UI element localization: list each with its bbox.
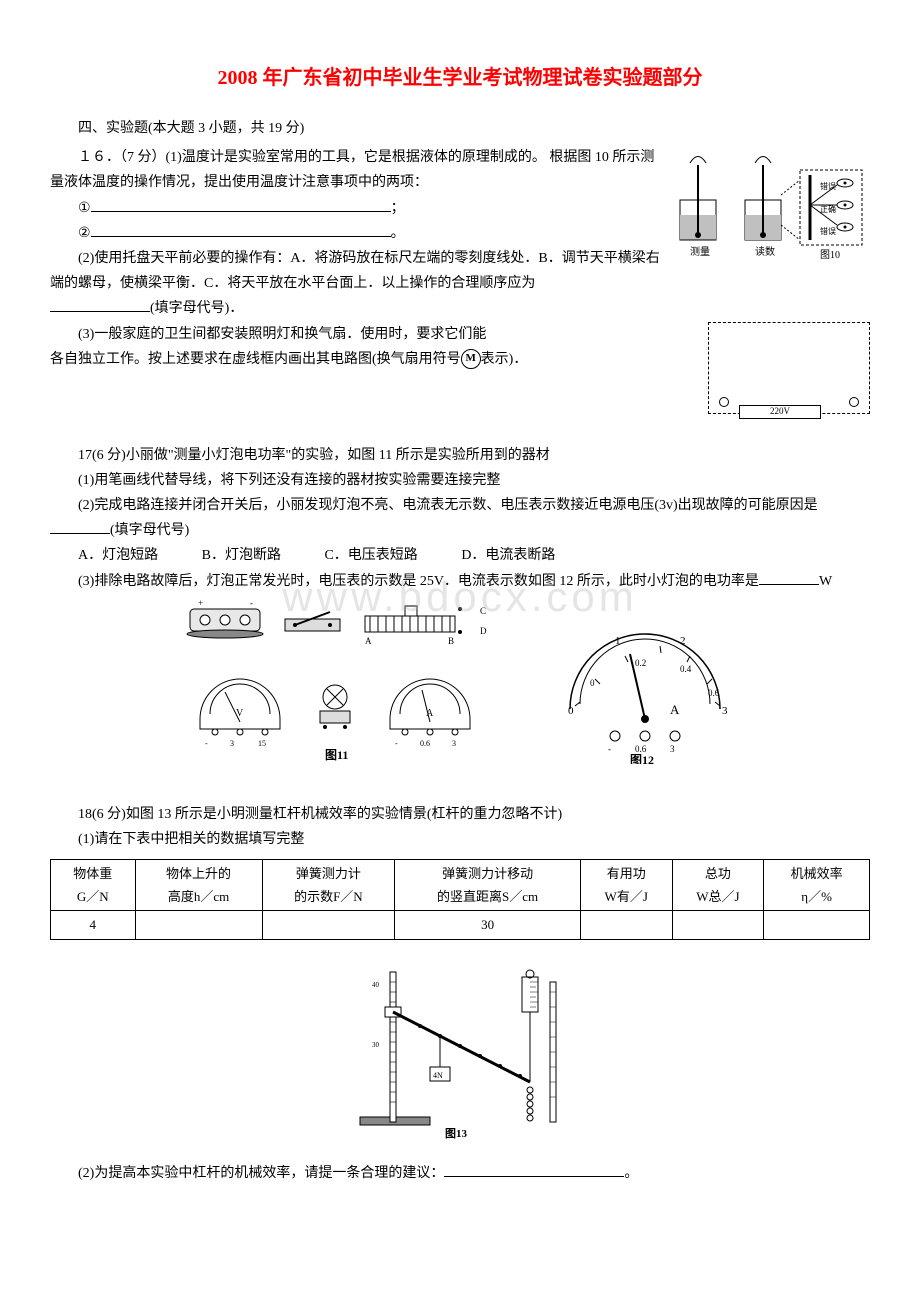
q16-part2-blank: (填字母代号)．: [50, 296, 870, 321]
cell[interactable]: 4: [51, 911, 136, 939]
q17-p1: (1)用笔画线代替导线，将下列还没有连接的器材按实验需要连接完整: [50, 468, 870, 493]
col-header: 物体上升的高度h／cm: [135, 859, 262, 911]
svg-text:-: -: [205, 739, 208, 748]
svg-text:正确: 正确: [820, 204, 836, 214]
option-c[interactable]: C．电压表短路: [324, 548, 417, 563]
svg-text:错误: 错误: [820, 226, 836, 236]
svg-text:0: 0: [590, 678, 595, 688]
col-header: 弹簧测力计的示数F／N: [262, 859, 395, 911]
col-header: 物体重G／N: [51, 859, 136, 911]
svg-text:+: +: [198, 598, 203, 608]
table-header-row: 物体重G／N 物体上升的高度h／cm 弹簧测力计的示数F／N 弹簧测力计移动的竖…: [51, 859, 870, 911]
blank-input[interactable]: [759, 570, 819, 585]
figure-12: 0 1 2 3 0 0.2 0.4 0.6 A - 0.6 3 图12: [540, 614, 740, 773]
question-17: 17(6 分)小丽做"测量小灯泡电功率"的实验，如图 11 所示是实验所用到的器…: [50, 443, 870, 773]
svg-text:30: 30: [372, 1041, 380, 1049]
svg-text:15: 15: [258, 739, 266, 748]
svg-text:3: 3: [452, 739, 456, 748]
svg-text:V: V: [236, 708, 244, 719]
q17-p3: (3)排除电路故障后，灯泡正常发光时，电压表的示数是 25V．电流表示数如图 1…: [50, 569, 870, 594]
option-a[interactable]: A．灯泡短路: [78, 548, 158, 563]
svg-text:图10: 图10: [820, 249, 840, 261]
cell[interactable]: [262, 911, 395, 939]
svg-text:0.6: 0.6: [708, 688, 720, 698]
cell[interactable]: [580, 911, 672, 939]
q18-p2: (2)为提高本实验中杠杆的机械效率，请提一条合理的建议：。: [50, 1161, 870, 1186]
option-b[interactable]: B．灯泡断路: [202, 548, 281, 563]
motor-symbol-icon: M: [461, 349, 481, 369]
col-header: 弹簧测力计移动的竖直距离S／cm: [395, 859, 581, 911]
svg-text:0.4: 0.4: [680, 664, 692, 674]
cell[interactable]: [135, 911, 262, 939]
cell[interactable]: 30: [395, 911, 581, 939]
blank-input[interactable]: [91, 197, 391, 212]
blank-input[interactable]: [91, 222, 391, 237]
svg-text:2: 2: [680, 635, 686, 647]
q17-p2: (2)完成电路连接并闭合开关后，小丽发现灯泡不亮、电流表无示数、电压表示数接近电…: [50, 493, 870, 543]
socket-label: 220V: [739, 405, 821, 419]
data-table: 物体重G／N 物体上升的高度h／cm 弹簧测力计的示数F／N 弹簧测力计移动的竖…: [50, 859, 870, 940]
q18-head: 18(6 分)如图 13 所示是小明测量杠杆机械效率的实验情景(杠杆的重力忽略不…: [50, 802, 870, 827]
q17-head: 17(6 分)小丽做"测量小灯泡电功率"的实验，如图 11 所示是实验所用到的器…: [50, 443, 870, 468]
circuit-box[interactable]: 220V: [708, 322, 870, 414]
cell[interactable]: [672, 911, 764, 939]
svg-text:C: C: [480, 606, 486, 616]
figure-11-12-row: + - A B C: [50, 594, 870, 773]
figure-11: + - A B C: [180, 594, 500, 773]
svg-text:图11: 图11: [325, 748, 348, 762]
figure-13: 40 30 4N: [50, 952, 870, 1151]
svg-text:A: A: [426, 708, 434, 719]
svg-text:图13: 图13: [445, 1127, 467, 1140]
svg-text:3: 3: [722, 705, 728, 717]
q18-p1: (1)请在下表中把相关的数据填写完整: [50, 827, 870, 852]
svg-text:A: A: [365, 636, 372, 646]
svg-text:0.2: 0.2: [635, 658, 646, 668]
svg-text:0: 0: [568, 705, 574, 717]
svg-text:-: -: [608, 744, 611, 754]
svg-text:0.6: 0.6: [420, 739, 430, 748]
option-d[interactable]: D．电流表断路: [461, 548, 555, 563]
col-header: 有用功W有／J: [580, 859, 672, 911]
svg-text:3: 3: [230, 739, 234, 748]
q16-part3-wrap: 220V (3)一般家庭的卫生间都安装照明灯和换气扇．使用时，要求它们能 各自独…: [50, 322, 870, 414]
page-title: 2008 年广东省初中毕业生学业考试物理试卷实验题部分: [50, 60, 870, 96]
svg-text:B: B: [448, 636, 454, 646]
svg-text:4N: 4N: [433, 1071, 443, 1080]
svg-text:-: -: [395, 739, 398, 748]
blank-input[interactable]: [50, 297, 150, 312]
svg-text:40: 40: [372, 981, 380, 989]
col-header: 总功W总／J: [672, 859, 764, 911]
svg-text:1: 1: [615, 635, 621, 647]
svg-text:图12: 图12: [630, 753, 654, 764]
svg-text:-: -: [250, 598, 253, 608]
question-16: 错误 正确 错误 测量 读数 图10 １６．（7 分）(1)温度计是实验室常用的…: [50, 145, 870, 413]
svg-text:D: D: [480, 626, 487, 636]
blank-input[interactable]: [444, 1162, 624, 1177]
svg-text:测量: 测量: [690, 245, 710, 258]
figure-10: 错误 正确 错误 测量 读数 图10: [670, 145, 870, 265]
blank-input[interactable]: [50, 519, 110, 534]
svg-text:错误: 错误: [820, 181, 836, 191]
col-header: 机械效率η／%: [764, 859, 870, 911]
table-row: 4 30: [51, 911, 870, 939]
question-18: 18(6 分)如图 13 所示是小明测量杠杆机械效率的实验情景(杠杆的重力忽略不…: [50, 802, 870, 1186]
svg-text:A: A: [670, 702, 680, 717]
q17-options: A．灯泡短路 B．灯泡断路 C．电压表短路 D．电流表断路: [50, 543, 870, 568]
svg-text:3: 3: [670, 744, 675, 754]
section-header: 四、实验题(本大题 3 小题，共 19 分): [50, 116, 870, 141]
svg-text:读数: 读数: [755, 245, 775, 258]
cell[interactable]: [764, 911, 870, 939]
